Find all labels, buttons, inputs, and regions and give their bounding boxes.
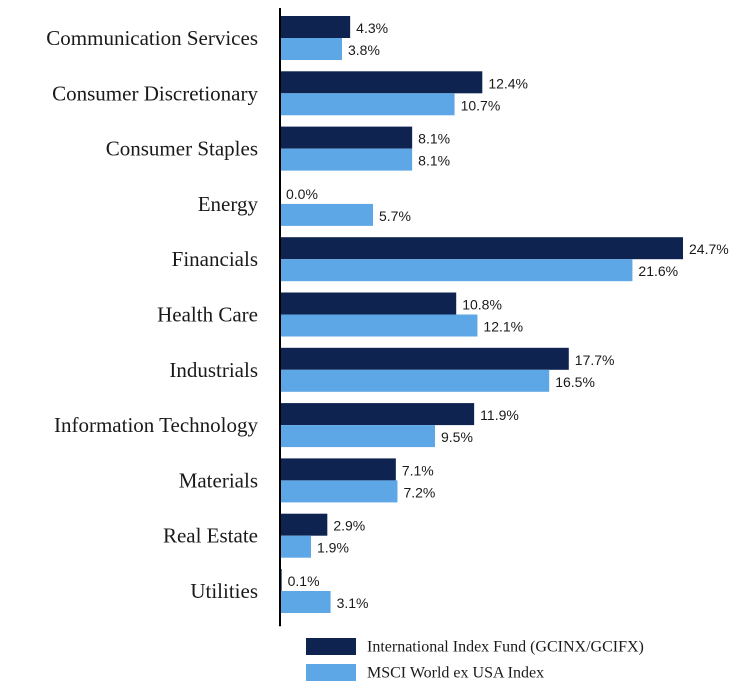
legend: International Index Fund (GCINX/GCIFX) MS… bbox=[306, 638, 644, 681]
data-label: 8.1% bbox=[418, 153, 450, 169]
category-label: Utilities bbox=[190, 579, 258, 603]
category-label: Communication Services bbox=[46, 26, 258, 50]
bar-index bbox=[280, 591, 331, 613]
bar-index bbox=[280, 535, 311, 558]
category-label: Financials bbox=[172, 247, 258, 271]
bar-fund bbox=[280, 347, 569, 370]
data-label: 10.7% bbox=[461, 97, 501, 113]
bar-index bbox=[280, 425, 435, 448]
bar-index bbox=[280, 369, 550, 392]
data-label: 16.5% bbox=[555, 374, 595, 390]
legend-swatch bbox=[306, 638, 356, 655]
bar-fund bbox=[280, 71, 483, 94]
category-label: Information Technology bbox=[54, 413, 259, 437]
legend-label: MSCI World ex USA Index bbox=[367, 665, 544, 681]
category-label: Energy bbox=[198, 192, 259, 216]
bar-fund bbox=[280, 16, 351, 38]
legend-swatch bbox=[306, 664, 356, 681]
data-label: 0.1% bbox=[288, 573, 320, 589]
data-label: 5.7% bbox=[379, 208, 411, 224]
data-label: 4.3% bbox=[356, 20, 388, 36]
data-label: 17.7% bbox=[575, 352, 615, 368]
data-label: 1.9% bbox=[317, 540, 349, 556]
data-label: 7.2% bbox=[403, 484, 435, 500]
data-label: 3.1% bbox=[337, 595, 369, 611]
category-label: Consumer Staples bbox=[106, 137, 258, 161]
data-label: 9.5% bbox=[441, 429, 473, 445]
data-label: 8.1% bbox=[418, 131, 450, 147]
data-label: 12.1% bbox=[483, 319, 523, 335]
data-label: 0.0% bbox=[286, 186, 318, 202]
category-label: Real Estate bbox=[163, 524, 258, 548]
data-label: 7.1% bbox=[402, 462, 434, 478]
bar-index bbox=[280, 480, 398, 503]
bar-fund bbox=[280, 458, 396, 481]
data-label: 24.7% bbox=[689, 241, 729, 257]
category-label: Materials bbox=[179, 468, 258, 492]
bar-index bbox=[280, 38, 342, 60]
bars-group: Communication Services 4.3% 3.8% Consumer D… bbox=[46, 16, 729, 613]
data-label: 11.9% bbox=[480, 407, 519, 423]
data-label: 3.8% bbox=[348, 42, 380, 58]
bar-fund bbox=[280, 403, 475, 426]
data-label: 2.9% bbox=[333, 518, 365, 534]
data-label: 12.4% bbox=[488, 75, 528, 91]
bar-index bbox=[280, 259, 633, 282]
bar-index bbox=[280, 314, 478, 337]
category-label: Consumer Discretionary bbox=[52, 81, 258, 105]
bar-index bbox=[280, 148, 413, 171]
bar-fund bbox=[280, 126, 413, 149]
bar-fund bbox=[280, 292, 457, 315]
category-label: Industrials bbox=[169, 358, 258, 382]
bar-index bbox=[280, 93, 455, 116]
bar-index bbox=[280, 203, 373, 226]
category-label: Health Care bbox=[157, 303, 258, 327]
bar-fund bbox=[280, 237, 683, 260]
data-label: 10.8% bbox=[462, 297, 502, 313]
bar-fund bbox=[280, 513, 328, 536]
data-label: 21.6% bbox=[638, 263, 678, 279]
legend-label: International Index Fund (GCINX/GCIFX) bbox=[367, 639, 644, 656]
